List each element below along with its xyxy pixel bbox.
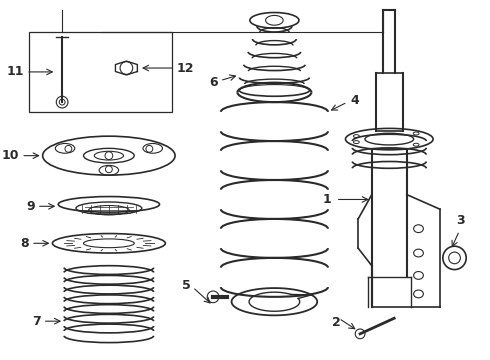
Text: 6: 6 (209, 76, 218, 89)
Text: 7: 7 (32, 315, 41, 328)
Bar (29, 32, 172, 112)
Text: 9: 9 (26, 200, 35, 213)
Text: 1: 1 (322, 193, 331, 206)
Text: 2: 2 (332, 316, 341, 329)
Text: 4: 4 (350, 94, 359, 107)
Text: 11: 11 (7, 66, 24, 78)
Text: 5: 5 (182, 279, 191, 292)
Text: 10: 10 (2, 149, 19, 162)
Text: 8: 8 (21, 237, 29, 250)
Text: 3: 3 (456, 214, 465, 227)
Text: 12: 12 (177, 62, 195, 75)
